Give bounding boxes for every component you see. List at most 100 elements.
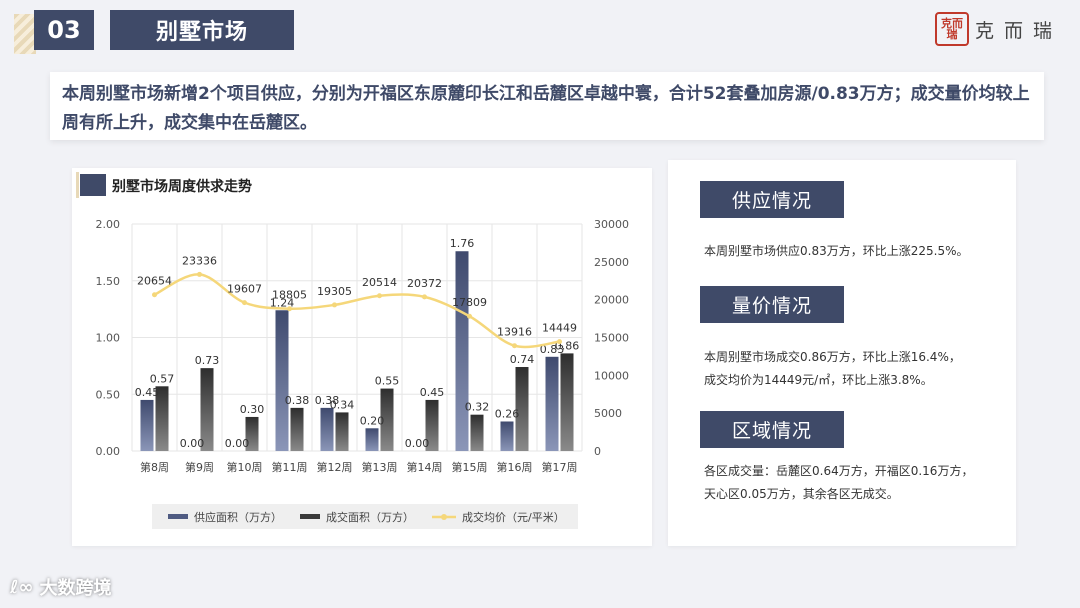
price-point [377,293,382,299]
x-tick-label: 第13周 [362,460,398,474]
deal-bar-label: 0.38 [285,394,310,407]
price-point [512,343,517,349]
legend-price-marker [441,514,447,520]
y-left-tick-label: 1.50 [96,275,121,288]
logo-seal-text: 克而瑞 [940,17,963,41]
watermark-icon: ℓ∞ [10,576,34,598]
supply-bar-label: 0.26 [495,407,520,420]
brand-logo: 克而瑞 克而瑞 [934,12,1062,46]
supply-bar-label: 1.24 [270,296,295,309]
x-tick-label: 第16周 [497,460,533,474]
supply-bar [455,251,469,451]
x-tick-label: 第14周 [407,460,443,474]
chart-title-marker [76,172,106,198]
legend-supply-label: 供应面积（万方） [194,510,282,524]
x-tick-label: 第9周 [185,460,214,474]
logo-brand-text: 克而瑞 [974,19,1062,42]
legend-deal-swatch [300,514,320,519]
deal-bar [425,399,439,451]
deal-bar-label: 0.57 [150,372,175,385]
legend-deal-label: 成交面积（万方） [326,510,414,524]
legend-supply-swatch [168,514,188,519]
summary-text: 本周别墅市场新增2个项目供应，分别为开福区东原麓印长江和岳麓区卓越中寰，合计52… [50,72,1044,140]
price-label: 20372 [407,277,442,290]
y-right-tick-label: 15000 [594,332,629,345]
price-line: 成交均价为14449元/㎡，环比上涨3.8%。 [704,373,933,387]
section-number: 03 [34,10,94,50]
supply-bar-label: 0.00 [180,437,205,450]
price-heading: 量价情况 [700,286,844,323]
price-point [152,292,157,298]
region-heading: 区域情况 [700,411,844,448]
price-point [557,339,562,345]
supply-bar [275,310,289,451]
supply-bar [365,428,379,451]
region-line: 各区成交量：岳麓区0.64万方，开福区0.16万方， [704,464,974,478]
y-left-tick-label: 1.00 [96,332,121,345]
logo-seal-icon: 克而瑞 [934,12,969,46]
deal-bar [245,416,259,451]
region-body: 各区成交量：岳麓区0.64万方，开福区0.16万方， 天心区0.05万方，其余各… [704,460,1004,506]
deal-bar-label: 0.73 [195,354,220,367]
x-tick-label: 第8周 [140,460,169,474]
deal-bar-label: 0.55 [375,375,400,388]
watermark-text: 大数跨境 [39,578,112,599]
y-right-tick-label: 30000 [594,218,629,231]
y-right-tick-label: 10000 [594,369,629,382]
supply-bar-label: 0.00 [405,437,430,450]
legend-box [152,504,578,529]
price-line [153,273,560,349]
supply-bar [545,356,559,451]
y-right-tick-label: 20000 [594,294,629,307]
deal-bar [515,367,529,451]
y-left-tick-label: 0.50 [96,388,121,401]
x-tick-label: 第12周 [317,460,353,474]
x-tick-label: 第10周 [227,460,263,474]
supply-bar [320,407,334,451]
supply-heading: 供应情况 [700,181,844,218]
supply-bar-label: 0.45 [135,386,160,399]
deal-bar-label: 0.74 [510,353,535,366]
legend-price-label: 成交均价（元/平米） [462,510,565,524]
section-title: 别墅市场 [110,10,294,50]
deal-bar-label: 0.30 [240,403,265,416]
price-line: 本周别墅市场成交0.86万方，环比上涨16.4%， [704,350,961,364]
chart-panel: 0.00 0.50 1.00 1.50 2.00 0 5000 10000 15000 20000… [72,168,652,546]
decorative-hatch [14,14,36,54]
y-right-tick-label: 0 [594,445,601,458]
price-point [242,300,247,306]
price-body: 本周别墅市场成交0.86万方，环比上涨16.4%， 成交均价为14449元/㎡，… [704,346,1004,392]
price-label: 19607 [227,283,262,296]
price-label: 17809 [452,296,487,309]
deal-bar [155,386,169,451]
deal-bar-label: 0.34 [330,398,355,411]
supply-bar-label: 1.76 [450,237,475,250]
price-label: 13916 [497,326,532,339]
supply-body: 本周别墅市场供应0.83万方，环比上涨225.5%。 [704,240,1004,263]
y-right-tick-label: 5000 [594,407,622,420]
info-panel: 供应情况 本周别墅市场供应0.83万方，环比上涨225.5%。 量价情况 本周别… [668,160,1016,546]
deal-bar-label: 0.32 [465,401,490,414]
x-tick-label: 第15周 [452,460,488,474]
deal-bar-label: 0.45 [420,386,445,399]
supply-bar-label: 0.00 [225,437,250,450]
price-label: 20654 [137,275,172,288]
deal-bar [560,353,574,451]
supply-bar [500,421,514,451]
deal-bar [200,368,214,451]
price-label: 23336 [182,254,217,267]
y-left-tick-label: 2.00 [96,218,121,231]
price-label: 14449 [542,322,577,335]
supply-bar-label: 0.38 [315,394,340,407]
deal-bar [335,412,349,451]
region-line: 天心区0.05万方，其余各区无成交。 [704,487,899,501]
price-point [332,302,337,308]
chart-svg: 0.00 0.50 1.00 1.50 2.00 0 5000 10000 15000 20000… [96,218,629,529]
supply-line: 本周别墅市场供应0.83万方，环比上涨225.5%。 [704,244,969,258]
y-right-tick-label: 25000 [594,256,629,269]
supply-bar-label: 0.20 [360,414,385,427]
deal-bar [380,388,394,451]
y-left-tick-label: 0.00 [96,445,121,458]
deal-bar [290,407,304,451]
price-point [197,271,202,277]
